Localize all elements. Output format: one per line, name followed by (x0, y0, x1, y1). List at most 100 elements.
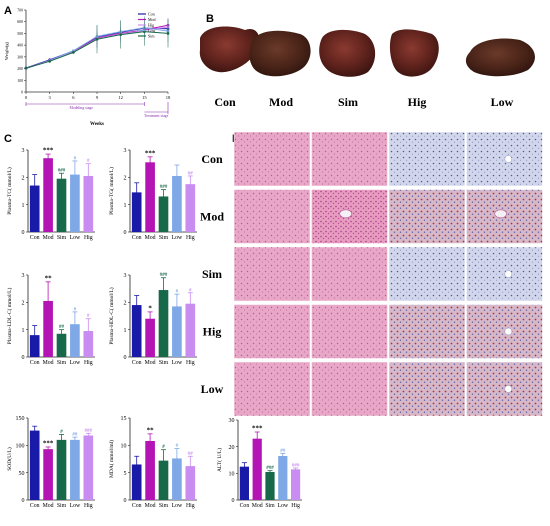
c6-category-label: Con (132, 503, 142, 509)
c4-significance-mark: # (176, 290, 179, 295)
c6-ytick-label: 5 (124, 471, 127, 477)
c2-bar-low (172, 175, 182, 232)
c2-category-label: Hig (186, 235, 195, 241)
a-ytick-label: 300 (17, 55, 23, 59)
c3-bar-sim (56, 333, 67, 357)
c1-ytick-label: 2 (22, 176, 25, 182)
c2-bar-sim (158, 196, 169, 232)
d-micrograph-hig-4 (466, 304, 543, 359)
c6-bar-con (131, 464, 142, 500)
c5-ytick-label: 150 (16, 416, 25, 422)
a-ytick-label: 700 (17, 9, 23, 13)
c1-significance-mark: # (87, 159, 90, 164)
c4-category-label: Sim (159, 360, 169, 366)
c1-bar-mod (43, 158, 53, 232)
c5-category-label: Hig (84, 503, 93, 509)
d-row-label-low: Low (201, 382, 224, 396)
c3-bar-low (70, 324, 80, 357)
c5-significance-mark: # (60, 430, 63, 435)
c7-bar-sim (265, 472, 275, 500)
c4-category-label: Low (172, 360, 183, 366)
a-xtick-label: 18 (166, 95, 171, 100)
c7-category-label: Hig (291, 503, 300, 509)
c1-bar-sim (56, 178, 67, 232)
c2-significance-mark: ### (160, 185, 168, 190)
a-legend-label: Low (148, 28, 155, 33)
bar-chart-sod: 0 50 100 150 SOD(U/L) Con Mod *** Sim # Low ## Hig ##… (6, 416, 95, 509)
c1-ytick-label: 3 (22, 148, 25, 154)
c3-bar-mod (43, 300, 53, 357)
c5-ylabel: SOD(U/L) (6, 447, 13, 471)
c6-significance-mark: ## (188, 452, 194, 457)
d-micrograph-sim-1 (233, 246, 311, 302)
c6-ytick-label: 10 (121, 444, 127, 450)
c3-ylabel: Plasma-LDL-C( mmol/L) (6, 287, 13, 344)
c6-ylabel: MDA( mmol/ml) (108, 440, 115, 478)
d-vessel (504, 385, 513, 393)
c2-bar-con (131, 192, 142, 232)
c4-category-label: Con (132, 360, 142, 366)
bar-chart-hdl: 0 1 2 3 Plasma-HDL-C( mmol/L) Con Mod * Sim ### Lo… (108, 273, 197, 366)
a-xtick-label: 9 (96, 95, 99, 100)
a-ytick-label: 400 (17, 44, 23, 48)
c5-category-label: Con (30, 503, 40, 509)
a-annotation-modeling: Modeling stage (69, 106, 93, 110)
a-annotation-treatment: Treatment stage (144, 114, 169, 118)
d-micrograph-con-3 (388, 131, 466, 187)
c7-ytick-label: 10 (229, 472, 235, 478)
panel-letter-a: A (4, 5, 12, 17)
a-point-sim (24, 66, 28, 70)
d-micrograph-sim-3 (388, 246, 466, 302)
histology-grid: Con Mod Sim Hig Low (200, 131, 543, 417)
a-xtick-label: 12 (118, 95, 123, 100)
c6-bar-mod (145, 440, 155, 500)
d-micrograph-hig-3 (388, 304, 466, 359)
c7-significance-mark: ### (266, 466, 274, 471)
c3-bar-con (29, 335, 40, 357)
d-micrograph-mod-1 (233, 189, 311, 244)
c5-bar-low (70, 439, 80, 500)
c7-category-label: Sim (265, 503, 275, 509)
a-xtick-label: 6 (72, 95, 75, 100)
d-vessel (339, 209, 353, 219)
c1-ylabel: Plasma-TC( mmol/L) (6, 167, 13, 215)
c3-bar-hig (83, 331, 94, 357)
c2-bar-hig (185, 184, 196, 232)
a-legend-label: Mod (148, 17, 156, 22)
c1-category-label: Con (30, 235, 40, 241)
c3-significance-mark: ** (45, 274, 53, 282)
c2-category-label: Sim (159, 235, 169, 241)
d-micrograph-con-1 (233, 131, 311, 187)
a-xtick-label: 0 (25, 95, 28, 100)
c6-significance-mark: # (162, 445, 165, 450)
c1-significance-mark: *** (43, 147, 54, 155)
c6-ytick-label: 0 (124, 498, 127, 504)
c3-ytick-label: 3 (22, 273, 25, 279)
c3-significance-mark: # (74, 307, 77, 312)
c1-category-label: Low (70, 235, 81, 241)
a-legend-label: Hig (148, 23, 154, 28)
c7-ytick-label: 20 (229, 445, 235, 451)
liver-label-hig: Hig (408, 95, 427, 109)
c5-bar-sim (56, 439, 67, 500)
a-ytick-label: 0 (21, 91, 23, 95)
c7-bar-low (278, 456, 288, 500)
c2-ylabel: Plasma-TG( mmol/L) (108, 167, 115, 215)
c1-ytick-label: 0 (22, 230, 25, 236)
c4-significance-mark: * (148, 304, 152, 312)
d-micrograph-low-3 (388, 361, 466, 417)
a-xtick-label: 15 (142, 95, 147, 100)
c1-ytick-label: 1 (22, 203, 25, 209)
c1-significance-mark: # (74, 156, 77, 161)
liver-photo-low (465, 38, 535, 77)
c1-significance-mark: ### (58, 169, 66, 174)
a-xlabel: Weeks (90, 122, 104, 127)
c4-ytick-label: 3 (124, 273, 127, 279)
c4-bar-low (172, 306, 182, 357)
c4-ytick-label: 2 (124, 301, 127, 307)
c1-category-label: Hig (84, 235, 93, 241)
d-row-label-hig: Hig (203, 325, 222, 339)
c6-significance-mark: # (176, 444, 179, 449)
c1-category-label: Mod (43, 235, 54, 241)
c7-significance-mark: *** (252, 425, 263, 433)
